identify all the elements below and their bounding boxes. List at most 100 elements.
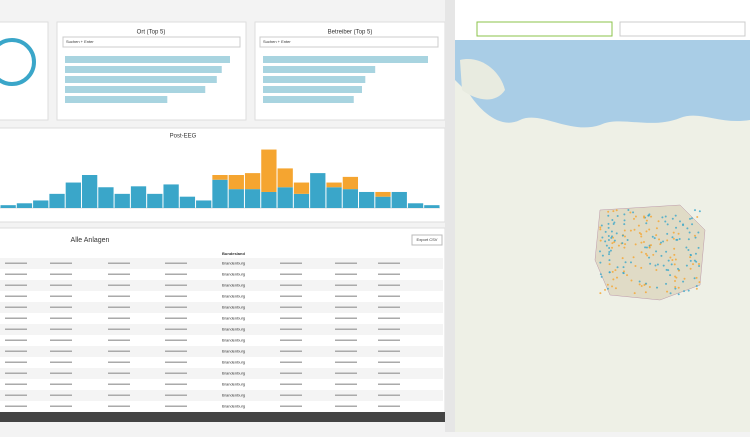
table-cell: Brandenburg [222, 393, 245, 398]
cell-placeholder [5, 361, 27, 363]
map-marker [630, 279, 633, 282]
bar-segment [114, 193, 130, 208]
map-marker [695, 284, 698, 287]
table-cell: Brandenburg [222, 338, 245, 343]
cell-placeholder [165, 306, 187, 308]
map-marker [621, 257, 624, 260]
bar-segment [0, 205, 16, 208]
map-marker [693, 234, 696, 237]
land-denmark [460, 59, 505, 100]
cell-placeholder [378, 405, 400, 407]
map-marker [693, 277, 696, 280]
map-marker [608, 271, 611, 274]
map-marker [675, 238, 678, 241]
map-marker [629, 211, 632, 214]
map-marker [643, 215, 646, 218]
cell-placeholder [50, 262, 72, 264]
map-marker [607, 222, 610, 225]
bar-segment [375, 196, 391, 208]
cell-placeholder [108, 284, 130, 286]
table-row [0, 280, 443, 291]
map-marker [667, 259, 670, 262]
map-marker [604, 240, 607, 243]
map-marker [666, 290, 669, 293]
bar [263, 96, 354, 103]
ort-search[interactable] [62, 36, 241, 48]
cell-placeholder [50, 361, 72, 363]
bar-segment [277, 187, 293, 208]
table-row [0, 346, 443, 357]
map-marker [677, 269, 680, 272]
map-marker [638, 232, 641, 235]
bar-segment [179, 196, 196, 208]
betreiber-search[interactable] [259, 36, 439, 48]
cell-placeholder [108, 295, 130, 297]
bar-segment [293, 193, 310, 208]
table-cell: Brandenburg [222, 261, 245, 266]
chart-title: Post-EEG [170, 134, 197, 140]
cell-placeholder [108, 262, 130, 264]
map-marker [612, 222, 615, 225]
map-marker [601, 236, 604, 239]
map-marker [697, 262, 700, 265]
map-marker [687, 249, 690, 252]
table-cell: Brandenburg [222, 349, 245, 354]
map-marker [604, 288, 607, 291]
table-row [0, 269, 443, 280]
table-cell: Brandenburg [222, 382, 245, 387]
map-marker [689, 256, 692, 259]
cell-placeholder [378, 306, 400, 308]
map-marker [666, 232, 669, 235]
map-marker [606, 287, 609, 290]
map-marker [623, 229, 626, 232]
map-marker [607, 210, 610, 213]
bar-segment [244, 189, 261, 208]
map-marker [690, 217, 693, 220]
cell-placeholder [50, 383, 72, 385]
cell-placeholder [280, 361, 302, 363]
cell-placeholder [108, 361, 130, 363]
map-marker [654, 264, 657, 267]
map-marker [660, 254, 663, 257]
bar-segment [375, 191, 391, 197]
map-marker [669, 256, 672, 259]
cell-placeholder [5, 284, 27, 286]
bar-segment [407, 203, 424, 208]
map-marker [608, 263, 611, 266]
cell-placeholder [280, 262, 302, 264]
cell-placeholder [378, 394, 400, 396]
map-search[interactable] [476, 21, 613, 37]
table-cell: Brandenburg [222, 283, 245, 288]
map-marker [599, 273, 602, 276]
map-marker [623, 213, 626, 216]
map-marker [611, 285, 614, 288]
map-marker [670, 263, 673, 266]
bar-segment [424, 205, 440, 208]
cell-placeholder [378, 350, 400, 352]
map-marker [649, 262, 652, 265]
cell-placeholder [50, 295, 72, 297]
cell-placeholder [280, 306, 302, 308]
cell-placeholder [108, 328, 130, 330]
map-marker [615, 232, 618, 235]
cell-placeholder [50, 317, 72, 319]
export-button[interactable] [411, 234, 443, 246]
map-marker [677, 232, 680, 235]
cell-placeholder [378, 295, 400, 297]
table-cell: Brandenburg [222, 327, 245, 332]
cell-placeholder [165, 284, 187, 286]
map-marker [687, 238, 690, 241]
bar-segment [147, 193, 163, 208]
bar-segment [261, 191, 277, 208]
map-filter[interactable] [619, 21, 746, 37]
table-row [0, 335, 443, 346]
map-marker [647, 214, 650, 217]
map-marker [640, 266, 643, 269]
betreiber-title: Betreiber (Top 5) [328, 30, 373, 36]
map-marker [665, 268, 668, 271]
map-marker [599, 226, 602, 229]
cell-placeholder [5, 405, 27, 407]
cell-placeholder [378, 317, 400, 319]
map-marker [646, 254, 649, 257]
cell-placeholder [335, 383, 357, 385]
